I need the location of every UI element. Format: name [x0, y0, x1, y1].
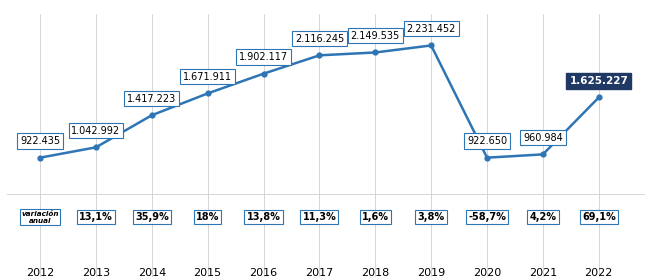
Text: 960.984: 960.984	[523, 133, 563, 143]
Text: 4,2%: 4,2%	[529, 212, 556, 222]
Text: 1,6%: 1,6%	[362, 212, 389, 222]
Text: 2021: 2021	[529, 268, 557, 277]
Text: 922.435: 922.435	[20, 136, 60, 146]
Text: 2013: 2013	[82, 268, 110, 277]
Text: 69,1%: 69,1%	[582, 212, 616, 222]
Text: 2.149.535: 2.149.535	[350, 31, 400, 41]
Text: 3,8%: 3,8%	[417, 212, 445, 222]
Text: 2.116.245: 2.116.245	[295, 34, 344, 43]
Text: 2018: 2018	[361, 268, 389, 277]
Text: 2014: 2014	[138, 268, 166, 277]
Text: 13,8%: 13,8%	[246, 212, 280, 222]
Text: 13,1%: 13,1%	[79, 212, 113, 222]
Text: 1.417.223: 1.417.223	[127, 94, 176, 104]
Text: 2012: 2012	[26, 268, 54, 277]
Text: 1.625.227: 1.625.227	[569, 76, 629, 86]
Text: 2019: 2019	[417, 268, 445, 277]
Text: 1.671.911: 1.671.911	[183, 72, 232, 82]
Text: 2022: 2022	[584, 268, 613, 277]
Text: 11,3%: 11,3%	[302, 212, 336, 222]
Text: 18%: 18%	[196, 212, 219, 222]
Text: -58,7%: -58,7%	[468, 212, 506, 222]
Text: 2.231.452: 2.231.452	[406, 24, 456, 34]
Text: 2017: 2017	[306, 268, 333, 277]
Text: 2016: 2016	[250, 268, 278, 277]
Text: 1.042.992: 1.042.992	[72, 126, 120, 136]
Text: 922.650: 922.650	[467, 136, 507, 146]
Text: 2015: 2015	[194, 268, 222, 277]
Text: 35,9%: 35,9%	[135, 212, 168, 222]
Text: 2020: 2020	[473, 268, 501, 277]
Text: 1.902.117: 1.902.117	[239, 52, 288, 62]
Text: variación
anual: variación anual	[21, 211, 58, 224]
